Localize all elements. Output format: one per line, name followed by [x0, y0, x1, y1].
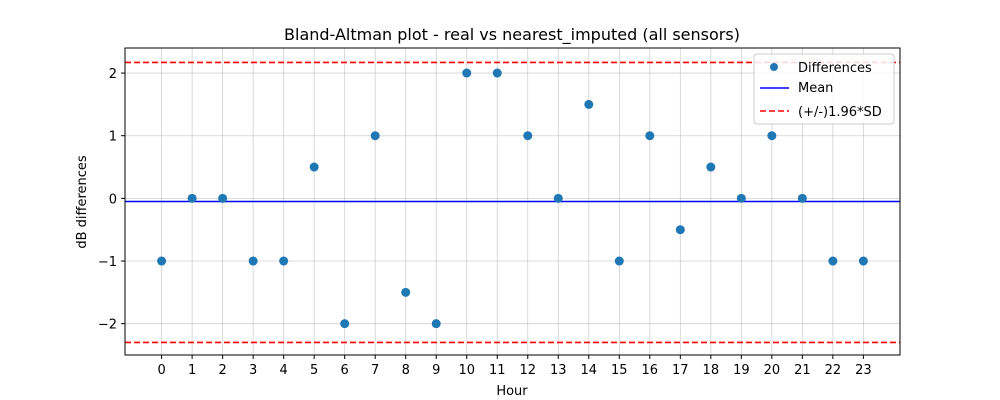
- legend-marker-differences: [770, 63, 778, 71]
- y-tick-label: 2: [109, 67, 117, 82]
- data-point: [797, 193, 807, 203]
- data-point: [858, 256, 868, 266]
- x-tick-label: 5: [310, 363, 318, 378]
- data-point: [431, 319, 441, 329]
- x-tick-label: 23: [855, 363, 872, 378]
- legend-label-sd: (+/-)1.96*SD: [798, 105, 882, 120]
- data-point: [279, 256, 289, 266]
- x-tick-label: 7: [371, 363, 379, 378]
- x-axis-label: Hour: [496, 384, 528, 399]
- x-tick-label: 3: [249, 363, 257, 378]
- y-tick-label: 1: [109, 130, 117, 145]
- legend-label-mean: Mean: [798, 81, 833, 96]
- data-point: [736, 193, 746, 203]
- x-tick-label: 19: [733, 363, 750, 378]
- x-tick-label: 10: [458, 363, 475, 378]
- legend-box: [753, 53, 895, 125]
- legend: Differences Mean (+/-)1.96*SD: [753, 53, 895, 125]
- x-tick-label: 11: [489, 363, 506, 378]
- data-points: [157, 68, 868, 329]
- data-point: [675, 225, 685, 235]
- plot-frame: [124, 47, 901, 356]
- x-axis-ticks: 0 1 2 3 4 5 6 7 8 9 10 11 12 13 14 15 16 17 18 19 20 21 22 23: [157, 355, 872, 378]
- x-tick-label: 6: [341, 363, 349, 378]
- data-point: [614, 256, 624, 266]
- x-tick-label: 13: [550, 363, 567, 378]
- data-point: [340, 319, 350, 329]
- data-point: [401, 287, 411, 297]
- x-tick-label: 17: [672, 363, 689, 378]
- data-point: [157, 256, 167, 266]
- y-axis-label: dB differences: [75, 155, 90, 249]
- x-tick-label: 20: [764, 363, 781, 378]
- x-tick-label: 8: [402, 363, 410, 378]
- reference-lines: [125, 61, 900, 344]
- y-axis-ticks: −2 −1 0 1 2: [98, 67, 125, 333]
- x-tick-label: 14: [581, 363, 598, 378]
- data-point: [218, 193, 228, 203]
- x-tick-label: 1: [188, 363, 196, 378]
- x-tick-label: 16: [642, 363, 659, 378]
- data-point: [828, 256, 838, 266]
- x-tick-label: 21: [794, 363, 811, 378]
- data-point: [370, 131, 380, 141]
- x-tick-label: 4: [280, 363, 288, 378]
- x-tick-label: 12: [519, 363, 536, 378]
- data-point: [553, 193, 563, 203]
- data-point: [767, 131, 777, 141]
- x-tick-label: 0: [157, 363, 165, 378]
- data-point: [645, 131, 655, 141]
- data-point: [706, 162, 716, 172]
- x-tick-label: 9: [432, 363, 440, 378]
- data-point: [584, 99, 594, 109]
- x-tick-label: 18: [703, 363, 720, 378]
- data-point: [462, 68, 472, 78]
- legend-label-differences: Differences: [798, 61, 872, 76]
- y-tick-label: −2: [98, 318, 117, 333]
- data-point: [309, 162, 319, 172]
- y-tick-label: 0: [109, 192, 117, 207]
- data-point: [492, 68, 502, 78]
- y-tick-label: −1: [98, 255, 117, 270]
- x-tick-label: 15: [611, 363, 628, 378]
- x-tick-label: 22: [825, 363, 842, 378]
- data-point: [187, 193, 197, 203]
- chart-title: Bland-Altman plot - real vs nearest_impu…: [284, 25, 740, 45]
- data-point: [523, 131, 533, 141]
- data-point: [248, 256, 258, 266]
- x-tick-label: 2: [218, 363, 226, 378]
